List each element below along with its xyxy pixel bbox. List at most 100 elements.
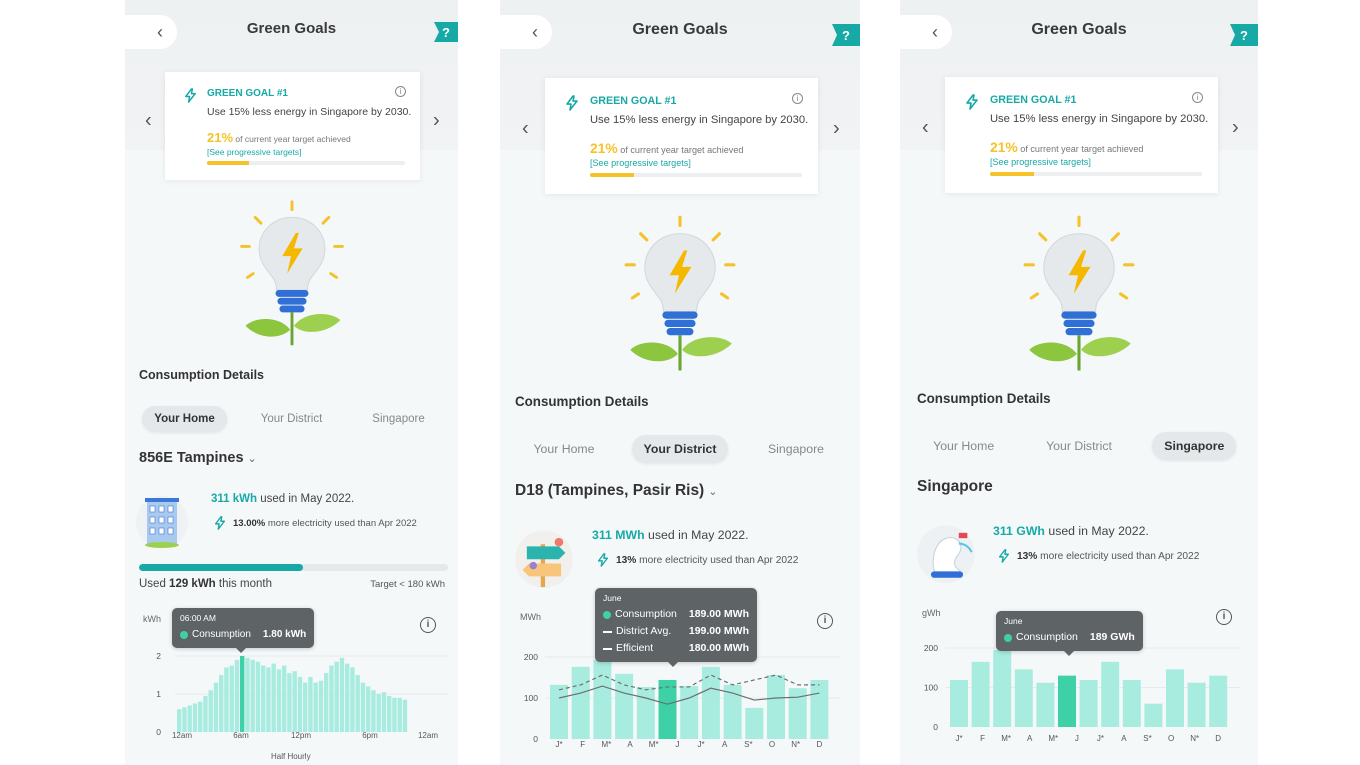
help-button[interactable]: ? <box>434 22 458 42</box>
location-selector[interactable]: D18 (Tampines, Pasir Ris) ⌄ <box>515 482 717 500</box>
tab-your-district[interactable]: Your District <box>238 403 345 435</box>
see-progressive-targets-link[interactable]: [See progressive targets] <box>207 147 302 157</box>
tooltip-rows: Consumption 1.80 kWh <box>180 626 306 643</box>
back-button[interactable]: ‹ <box>900 15 952 49</box>
info-icon[interactable]: i <box>395 86 406 97</box>
change-text: more electricity used than Apr 2022 <box>1037 550 1200 562</box>
bar <box>402 699 408 732</box>
x-tick-label: O <box>1168 734 1174 743</box>
tab-your-district[interactable]: Your District <box>622 433 738 465</box>
tab-label: Singapore <box>372 413 425 425</box>
x-tick-label: 6am <box>233 731 249 740</box>
y-tick-label: 0 <box>156 727 161 737</box>
previous-goal-button[interactable]: ‹ <box>922 116 929 139</box>
bar <box>745 707 764 739</box>
bar <box>571 666 590 739</box>
y-tick-label: 1 <box>156 689 161 699</box>
bar <box>334 661 339 732</box>
info-icon[interactable]: i <box>1191 91 1203 103</box>
next-goal-button[interactable]: › <box>433 109 440 132</box>
tab-singapore[interactable]: Singapore <box>738 433 854 465</box>
bar <box>371 690 376 732</box>
bar <box>255 661 261 732</box>
help-button[interactable]: ? <box>1230 24 1258 46</box>
x-tick-label: J <box>1075 734 1079 743</box>
location-selector[interactable]: Singapore <box>917 478 993 496</box>
change-value: 13.00% <box>233 517 266 529</box>
x-tick-label: N* <box>791 740 800 749</box>
bar <box>350 667 355 732</box>
bar <box>723 684 742 739</box>
tab-singapore[interactable]: Singapore <box>345 403 452 435</box>
bar <box>615 673 634 739</box>
tooltip-row: Efficient 180.00 MWh <box>603 640 749 657</box>
previous-goal-button[interactable]: ‹ <box>522 117 529 140</box>
bar <box>308 676 313 732</box>
tooltip-label: Efficient <box>616 642 654 654</box>
x-tick-label: D <box>1215 734 1221 743</box>
goal-description: Use 15% less energy in Singapore by 2030… <box>989 113 1209 126</box>
tooltip-row: Consumption 189.00 MWh <box>603 606 749 623</box>
info-icon[interactable]: i <box>791 92 803 104</box>
next-goal-button[interactable]: › <box>1232 116 1239 139</box>
see-progressive-targets-link[interactable]: [See progressive targets] <box>989 157 1091 168</box>
tab-your-home[interactable]: Your Home <box>506 433 622 465</box>
bar <box>198 701 203 732</box>
x-tick-label: S* <box>744 740 752 749</box>
merlion-icon <box>917 525 975 584</box>
location-label: D18 (Tampines, Pasir Ris) <box>515 482 705 499</box>
lightning-icon <box>998 549 1010 563</box>
location-label: 856E Tampines <box>139 450 244 466</box>
bar <box>392 697 397 732</box>
goal-description: Use 15% less energy in Singapore by 2030… <box>589 114 809 127</box>
tooltip-label: Consumption <box>615 608 677 620</box>
legend-marker-dot <box>603 610 611 619</box>
bar <box>324 673 329 732</box>
x-tick-label: M* <box>649 740 659 749</box>
x-tick-label: M* <box>601 740 611 749</box>
bar <box>950 679 968 727</box>
chevron-left-icon: ‹ <box>532 21 538 42</box>
lightning-icon <box>185 88 196 103</box>
x-tick-label: A <box>1027 734 1033 743</box>
bar <box>767 675 785 739</box>
chart-info-icon[interactable]: i <box>817 613 833 629</box>
bar <box>240 656 245 732</box>
goal-progress-bar <box>989 172 1202 177</box>
tooltip-title: 06:00 AM <box>180 613 216 623</box>
tab-label: Your Home <box>533 442 595 456</box>
screen-your-home: ‹ Green Goals ? ‹ › GREEN GOAL #1 i Use … <box>125 0 458 765</box>
back-button[interactable]: ‹ <box>125 15 177 49</box>
bar <box>636 686 655 739</box>
tab-label: Singapore <box>767 442 825 456</box>
location-selector[interactable]: 856E Tampines ⌄ <box>139 450 257 466</box>
usage-text: used in May 2022. <box>644 528 749 542</box>
chart-info-icon[interactable]: i <box>1216 609 1232 625</box>
bar <box>282 665 287 732</box>
monthly-used-text: Used 129 kWh this month <box>139 578 272 590</box>
x-tick-label: J* <box>697 740 704 749</box>
bar <box>297 676 303 732</box>
usage-value: 311 kWh <box>211 493 258 505</box>
tab-your-district[interactable]: Your District <box>1021 430 1136 462</box>
tab-your-home[interactable]: Your Home <box>131 403 238 435</box>
used-prefix: Used <box>139 578 170 590</box>
bar <box>593 659 612 739</box>
tab-singapore[interactable]: Singapore <box>1137 430 1252 462</box>
location-label: Singapore <box>917 478 993 495</box>
tab-your-home[interactable]: Your Home <box>906 430 1021 462</box>
chart-info-icon[interactable]: i <box>420 617 436 633</box>
help-button[interactable]: ? <box>832 24 860 46</box>
x-tick-label: D <box>817 740 823 749</box>
x-tick-label: 12pm <box>291 731 311 740</box>
back-button[interactable]: ‹ <box>500 15 552 49</box>
consumption-details-heading: Consumption Details <box>139 368 265 382</box>
x-tick-label: O <box>769 740 775 749</box>
x-tick-label: 12am <box>172 731 192 740</box>
see-progressive-targets-link[interactable]: [See progressive targets] <box>589 158 691 169</box>
next-goal-button[interactable]: › <box>833 117 840 140</box>
green-goal-card: GREEN GOAL #1 i Use 15% less energy in S… <box>545 78 818 194</box>
bar <box>245 657 250 732</box>
tooltip-value: 199.00 MWh <box>688 625 749 637</box>
previous-goal-button[interactable]: ‹ <box>145 109 152 132</box>
